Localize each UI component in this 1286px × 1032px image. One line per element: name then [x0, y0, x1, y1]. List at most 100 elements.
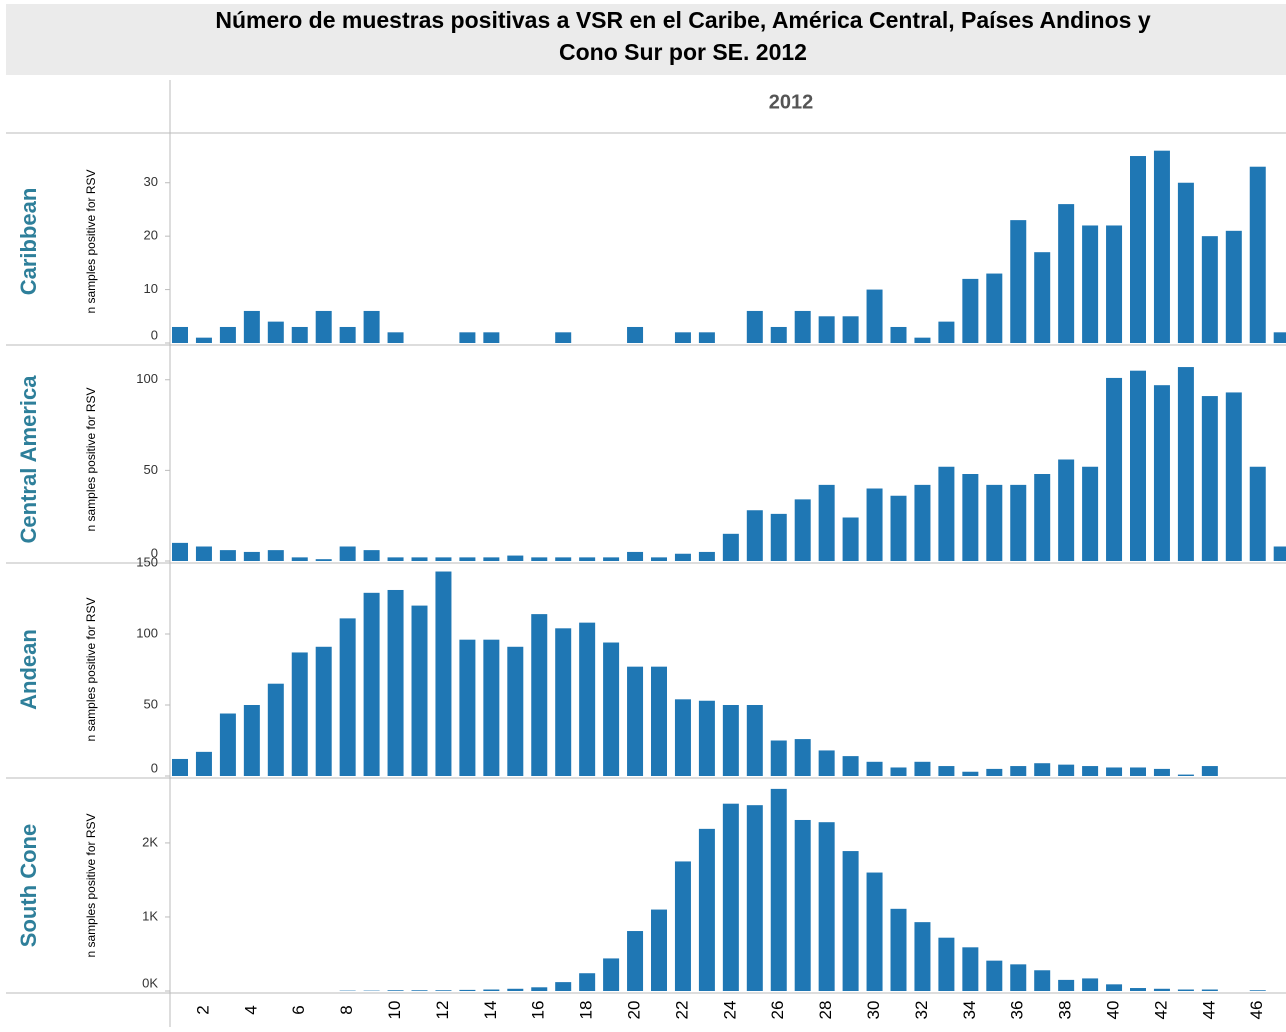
bar [244, 552, 260, 561]
bar [795, 820, 811, 991]
bar [891, 909, 907, 991]
bar [867, 489, 883, 562]
bar [651, 910, 667, 991]
bar [843, 756, 859, 776]
x-tick-label: 44 [1199, 1001, 1218, 1020]
bar [579, 557, 595, 561]
bar [1130, 988, 1146, 991]
bar [1250, 990, 1266, 991]
bar [1202, 990, 1218, 991]
bar [1178, 775, 1194, 776]
bar [986, 485, 1002, 561]
bar [891, 496, 907, 561]
bar [316, 647, 332, 776]
bar [627, 667, 643, 776]
y-tick-label: 10 [144, 281, 158, 296]
bar [579, 973, 595, 991]
bar [651, 667, 667, 776]
bar [1202, 396, 1218, 561]
bar [483, 557, 499, 561]
bar [891, 327, 907, 343]
bar [483, 332, 499, 343]
bar [340, 618, 356, 776]
bar [388, 590, 404, 776]
bar [699, 552, 715, 561]
y-tick-label: 2K [142, 834, 158, 849]
y-tick-label: 20 [144, 228, 158, 243]
bar [531, 614, 547, 776]
bar [292, 652, 308, 776]
bar [292, 327, 308, 343]
y-tick-label: 0K [142, 975, 158, 990]
bar [723, 705, 739, 776]
bar [1010, 964, 1026, 991]
x-tick-label: 4 [241, 1005, 260, 1014]
bar [1106, 225, 1122, 343]
bar [555, 628, 571, 776]
bar [819, 316, 835, 343]
bar [1202, 766, 1218, 776]
bar [1034, 763, 1050, 776]
bar [962, 279, 978, 343]
y-tick-label: 50 [144, 696, 158, 711]
bar [172, 543, 188, 561]
bar [172, 759, 188, 776]
bar [747, 311, 763, 343]
bar [962, 772, 978, 776]
bar [1082, 766, 1098, 776]
bar [1154, 769, 1170, 776]
bar [938, 938, 954, 991]
bar [435, 572, 451, 776]
bar [364, 550, 380, 561]
bar [507, 556, 523, 561]
bar [747, 510, 763, 561]
bar [1058, 980, 1074, 991]
bar [1178, 367, 1194, 561]
bar [1130, 371, 1146, 561]
bar [1106, 378, 1122, 561]
bar [747, 705, 763, 776]
y-axis-label: n samples positive for RSV [84, 387, 98, 531]
bar [292, 557, 308, 561]
bar [531, 987, 547, 991]
bar [699, 829, 715, 991]
bar [340, 327, 356, 343]
bar [1106, 984, 1122, 991]
x-tick-label: 40 [1104, 1001, 1123, 1020]
bar [914, 485, 930, 561]
bar [1130, 156, 1146, 343]
bar [962, 947, 978, 991]
bar [388, 557, 404, 561]
bar [843, 518, 859, 562]
y-tick-label: 0 [151, 760, 158, 775]
bar [914, 338, 930, 343]
panel-label: Central America [16, 375, 41, 544]
bar [1010, 766, 1026, 776]
bar [699, 332, 715, 343]
bar [1058, 460, 1074, 562]
bar [268, 322, 284, 343]
bar [1058, 204, 1074, 343]
x-tick-label: 42 [1151, 1001, 1170, 1020]
y-axis-label: n samples positive for RSV [84, 169, 98, 313]
bar [843, 851, 859, 991]
bar [675, 332, 691, 343]
panel-label: Caribbean [16, 188, 41, 296]
bar [244, 705, 260, 776]
x-tick-label: 38 [1056, 1001, 1075, 1020]
bar [1274, 332, 1286, 343]
bar [555, 332, 571, 343]
bar [891, 767, 907, 776]
bar [867, 762, 883, 776]
x-tick-label: 26 [768, 1001, 787, 1020]
y-tick-label: 0 [151, 327, 158, 342]
bar [388, 990, 404, 991]
bar [1154, 385, 1170, 561]
bar [867, 873, 883, 991]
bar [196, 338, 212, 343]
y-axis-label: n samples positive for RSV [84, 597, 98, 741]
bar [1154, 151, 1170, 343]
bar [867, 290, 883, 343]
bar [843, 316, 859, 343]
bar [1082, 978, 1098, 991]
